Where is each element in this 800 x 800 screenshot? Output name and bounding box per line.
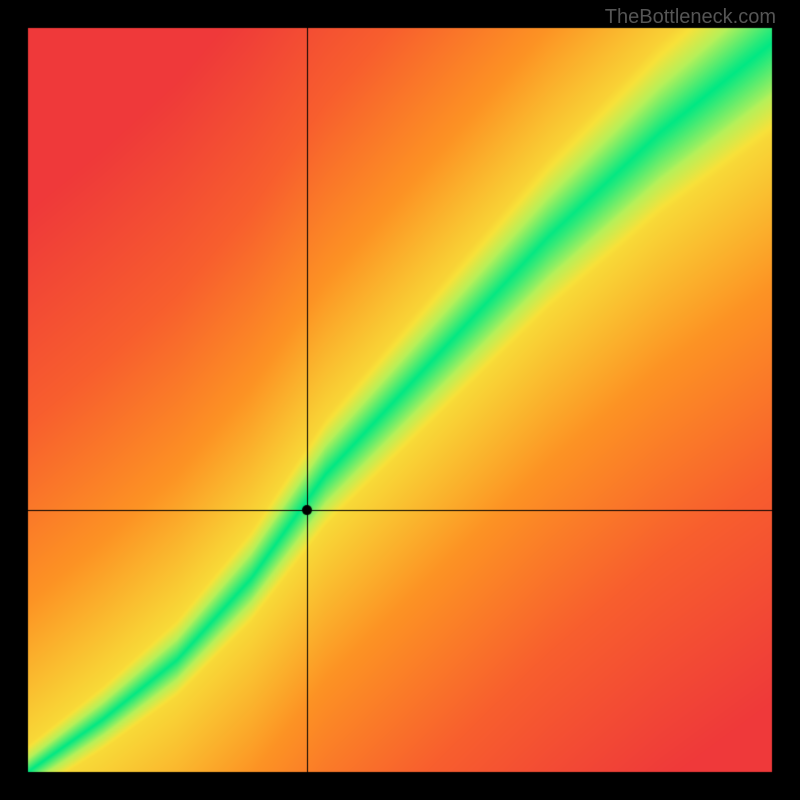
watermark-text: TheBottleneck.com [605, 6, 776, 29]
chart-container: TheBottleneck.com [0, 0, 800, 800]
bottleneck-heatmap [0, 0, 800, 800]
